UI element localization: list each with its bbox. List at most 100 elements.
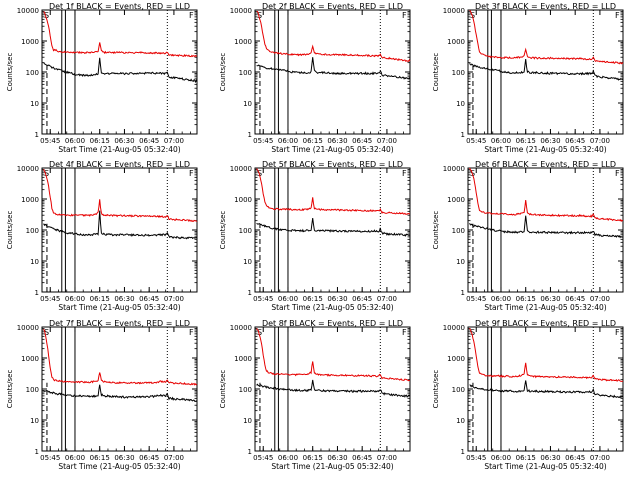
x-tick-label: 06:00 <box>278 454 298 462</box>
x-tick-label: 07:00 <box>164 137 184 145</box>
x-tick-label: 06:00 <box>65 137 85 145</box>
y-tick-label: 1 <box>248 448 252 456</box>
x-tick-label: 06:45 <box>352 454 372 462</box>
events-series-line <box>469 215 624 239</box>
y-tick-label: 1000 <box>234 355 252 363</box>
lld-series-line <box>256 10 411 62</box>
events-series-line <box>256 379 411 398</box>
lld-series-line <box>469 9 624 65</box>
y-axis-label: Counts/sec <box>6 53 14 92</box>
x-tick-label: 06:00 <box>65 454 85 462</box>
y-axis-label: Counts/sec <box>432 53 440 92</box>
y-tick-label: 1000 <box>21 355 39 363</box>
x-tick-label: 06:45 <box>139 454 159 462</box>
corner-label-f: F <box>189 11 194 20</box>
y-tick-label: 1 <box>248 289 252 297</box>
y-axis-label: Counts/sec <box>219 53 227 92</box>
lld-series-line <box>256 168 410 215</box>
y-tick-label: 10000 <box>230 165 252 173</box>
x-axis-label: Start Time (21-Aug-05 05:32:40) <box>58 145 180 154</box>
corner-label-s: S <box>44 328 49 337</box>
x-tick-label: 07:00 <box>377 137 397 145</box>
x-tick-label: 07:00 <box>377 295 397 303</box>
x-tick-label: 05:45 <box>466 137 486 145</box>
corner-label-f: F <box>402 169 407 178</box>
x-axis-label: Start Time (21-Aug-05 05:32:40) <box>271 303 393 312</box>
corner-label-s: S <box>44 11 49 20</box>
x-tick-label: 06:00 <box>491 295 511 303</box>
x-axis-label: Start Time (21-Aug-05 05:32:40) <box>484 145 606 154</box>
events-series-line <box>256 218 410 237</box>
y-tick-label: 1 <box>35 448 39 456</box>
x-tick-label: 06:30 <box>540 137 560 145</box>
x-tick-label: 06:15 <box>303 454 323 462</box>
lld-series-line <box>43 169 198 223</box>
x-tick-label: 06:30 <box>540 454 560 462</box>
x-tick-label: 07:00 <box>590 454 610 462</box>
events-series-line <box>43 384 198 402</box>
y-tick-label: 100 <box>452 69 465 77</box>
x-tick-label: 05:45 <box>253 137 273 145</box>
x-tick-label: 06:30 <box>114 137 134 145</box>
panel-title: Det 9f BLACK = Events, RED = LLD <box>475 319 616 328</box>
y-tick-label: 10000 <box>230 7 252 15</box>
x-tick-label: 06:00 <box>65 295 85 303</box>
x-tick-label: 06:15 <box>516 295 536 303</box>
y-tick-label: 1 <box>35 131 39 139</box>
panel-title: Det 4f BLACK = Events, RED = LLD <box>49 160 190 169</box>
y-tick-label: 10 <box>30 258 39 266</box>
x-axis-label: Start Time (21-Aug-05 05:32:40) <box>271 145 393 154</box>
panel-title: Det 3f BLACK = Events, RED = LLD <box>475 2 616 11</box>
corner-label-s: S <box>257 328 262 337</box>
y-tick-label: 100 <box>239 386 252 394</box>
y-tick-label: 1000 <box>234 38 252 46</box>
x-tick-label: 06:00 <box>491 454 511 462</box>
y-tick-label: 10 <box>243 258 252 266</box>
x-tick-label: 06:15 <box>90 295 110 303</box>
panel-title: Det 6f BLACK = Events, RED = LLD <box>475 160 616 169</box>
y-axis-label: Counts/sec <box>6 370 14 409</box>
x-tick-label: 07:00 <box>164 295 184 303</box>
y-tick-label: 10000 <box>17 165 39 173</box>
x-tick-label: 05:45 <box>253 295 273 303</box>
x-tick-label: 06:45 <box>139 295 159 303</box>
x-axis-label: Start Time (21-Aug-05 05:32:40) <box>484 462 606 471</box>
x-tick-label: 06:15 <box>516 137 536 145</box>
x-tick-label: 06:45 <box>565 454 585 462</box>
y-tick-label: 10000 <box>443 324 465 332</box>
x-tick-label: 06:45 <box>352 137 372 145</box>
y-tick-label: 1000 <box>234 196 252 204</box>
y-tick-label: 100 <box>239 69 252 77</box>
y-axis-label: Counts/sec <box>432 211 440 250</box>
x-tick-label: 06:30 <box>114 454 134 462</box>
y-tick-label: 10000 <box>230 324 252 332</box>
y-tick-label: 1 <box>461 289 465 297</box>
y-tick-label: 100 <box>26 227 39 235</box>
x-tick-label: 05:45 <box>466 454 486 462</box>
lld-series-line <box>469 167 624 222</box>
corner-label-f: F <box>402 328 407 337</box>
y-axis-label: Counts/sec <box>6 211 14 250</box>
y-tick-label: 10 <box>30 417 39 425</box>
x-tick-label: 05:45 <box>40 454 60 462</box>
y-axis-label: Counts/sec <box>219 211 227 250</box>
corner-label-f: F <box>615 328 620 337</box>
corner-label-f: F <box>402 11 407 20</box>
x-tick-label: 06:45 <box>352 295 372 303</box>
events-series-line <box>256 57 411 80</box>
x-tick-label: 06:15 <box>303 137 323 145</box>
x-tick-label: 06:00 <box>491 137 511 145</box>
y-tick-label: 10 <box>243 417 252 425</box>
x-tick-label: 06:30 <box>327 454 347 462</box>
y-tick-label: 10 <box>243 100 252 108</box>
y-tick-label: 10 <box>30 100 39 108</box>
x-tick-label: 05:45 <box>40 295 60 303</box>
y-tick-label: 1 <box>461 448 465 456</box>
y-tick-label: 1 <box>461 131 465 139</box>
